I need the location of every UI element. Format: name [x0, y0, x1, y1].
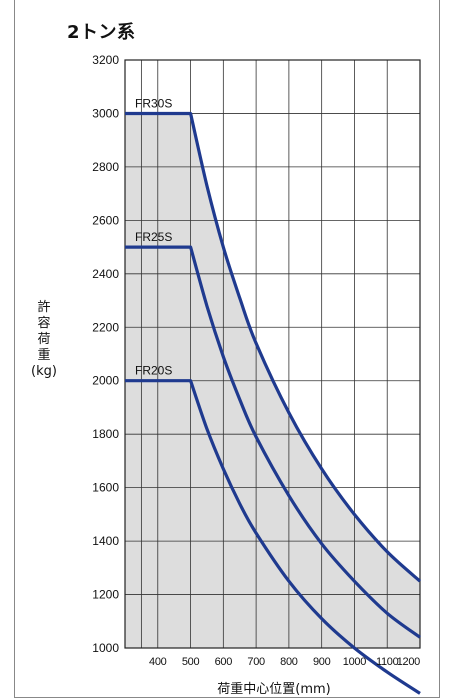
y-tick-label: 1800	[92, 427, 119, 441]
y-tick-label: 2800	[92, 160, 119, 174]
x-axis-label: 荷重中心位置(mm)	[217, 682, 331, 697]
x-tick-label: 800	[280, 656, 298, 668]
series-line	[125, 111, 422, 583]
chart-title: 2トン系	[67, 22, 136, 43]
x-tick-label: 900	[313, 656, 331, 668]
series-label: FR20S	[135, 364, 172, 378]
y-axis-label: 許 容 荷 重 (kg)	[31, 300, 57, 380]
x-tick-label: 600	[215, 656, 233, 668]
y-tick-label: 2200	[92, 320, 119, 334]
x-tick-label: 1100	[376, 656, 399, 668]
x-axis-label-wrap: 荷重中心位置(mm)	[0, 678, 453, 697]
y-tick-label: 1000	[92, 641, 119, 655]
x-tick-label: 1000	[343, 656, 366, 668]
y-axis-label-char: 荷	[37, 332, 51, 347]
y-axis-label-char: 容	[37, 316, 51, 331]
x-tick-label: 400	[149, 656, 167, 668]
x-tick-label: 500	[182, 656, 200, 668]
y-axis-label-char: 許	[37, 300, 51, 315]
y-tick-label: 2400	[92, 267, 119, 281]
y-tick-label: 1400	[92, 534, 119, 548]
y-tick-label: 2600	[92, 213, 119, 227]
y-tick-label: 3000	[92, 106, 119, 120]
y-axis-label-char: 重	[37, 348, 51, 363]
series-label: FR25S	[135, 230, 172, 244]
y-axis-unit: (kg)	[31, 364, 57, 379]
x-tick-label: 1200	[397, 656, 420, 668]
x-tick-label: 700	[247, 656, 265, 668]
chart-frame	[14, 0, 440, 698]
y-tick-label: 2000	[92, 374, 119, 388]
plot-border	[124, 59, 421, 649]
series-line	[125, 379, 421, 695]
y-tick-label: 1200	[92, 588, 119, 602]
y-tick-label: 3200	[92, 53, 119, 67]
y-tick-label: 1600	[92, 481, 119, 495]
series-line	[125, 245, 421, 639]
series-label: FR30S	[135, 96, 172, 110]
